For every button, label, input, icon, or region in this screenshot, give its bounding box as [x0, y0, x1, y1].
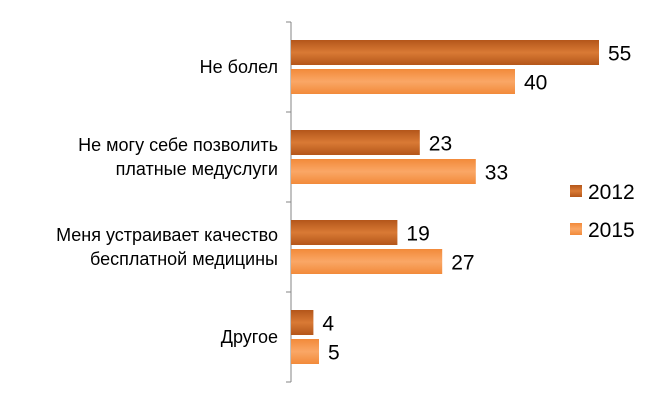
bars-layer — [291, 40, 599, 364]
data-label: 19 — [406, 223, 429, 246]
bar-2012 — [291, 310, 314, 335]
category-label-line: Меня устраивает качество — [56, 225, 278, 245]
data-label: 23 — [429, 133, 452, 156]
legend-label: 2015 — [588, 219, 635, 242]
bar-2012 — [291, 40, 599, 65]
legend-swatch-2012 — [570, 185, 582, 197]
axis-layer — [286, 21, 292, 383]
category-label: Не могу себе позволить платные медуслуги — [78, 135, 278, 179]
category-label-line: бесплатной медицины — [90, 249, 278, 269]
category-label-line: Не болел — [200, 57, 278, 77]
category-label: Меня устраивает качество бесплатной медиц… — [56, 225, 278, 269]
legend-swatch-2015 — [570, 223, 582, 235]
bar-2015 — [291, 339, 319, 364]
bar-2012 — [291, 220, 398, 245]
data-label: 5 — [328, 342, 340, 365]
category-label: Другое — [221, 327, 278, 347]
legend-label: 2012 — [588, 181, 635, 204]
bar-2015 — [291, 249, 443, 274]
data-label: 33 — [485, 162, 508, 185]
bar-2012 — [291, 130, 420, 155]
category-label: Не болел — [200, 57, 278, 77]
data-label: 27 — [451, 252, 474, 275]
data-label: 55 — [608, 43, 631, 66]
category-label-line: Не могу себе позволить — [78, 135, 278, 155]
category-label-line: Другое — [221, 327, 278, 347]
legend: 2012 2015 — [570, 181, 635, 242]
data-label: 4 — [322, 313, 334, 336]
labels-layer: Не болел 55 40 Не могу себе позволить платны… — [56, 43, 631, 365]
bar-2015 — [291, 69, 515, 94]
bar-2015 — [291, 159, 476, 184]
category-label-line: платные медуслуги — [116, 159, 278, 179]
data-label: 40 — [524, 72, 547, 95]
